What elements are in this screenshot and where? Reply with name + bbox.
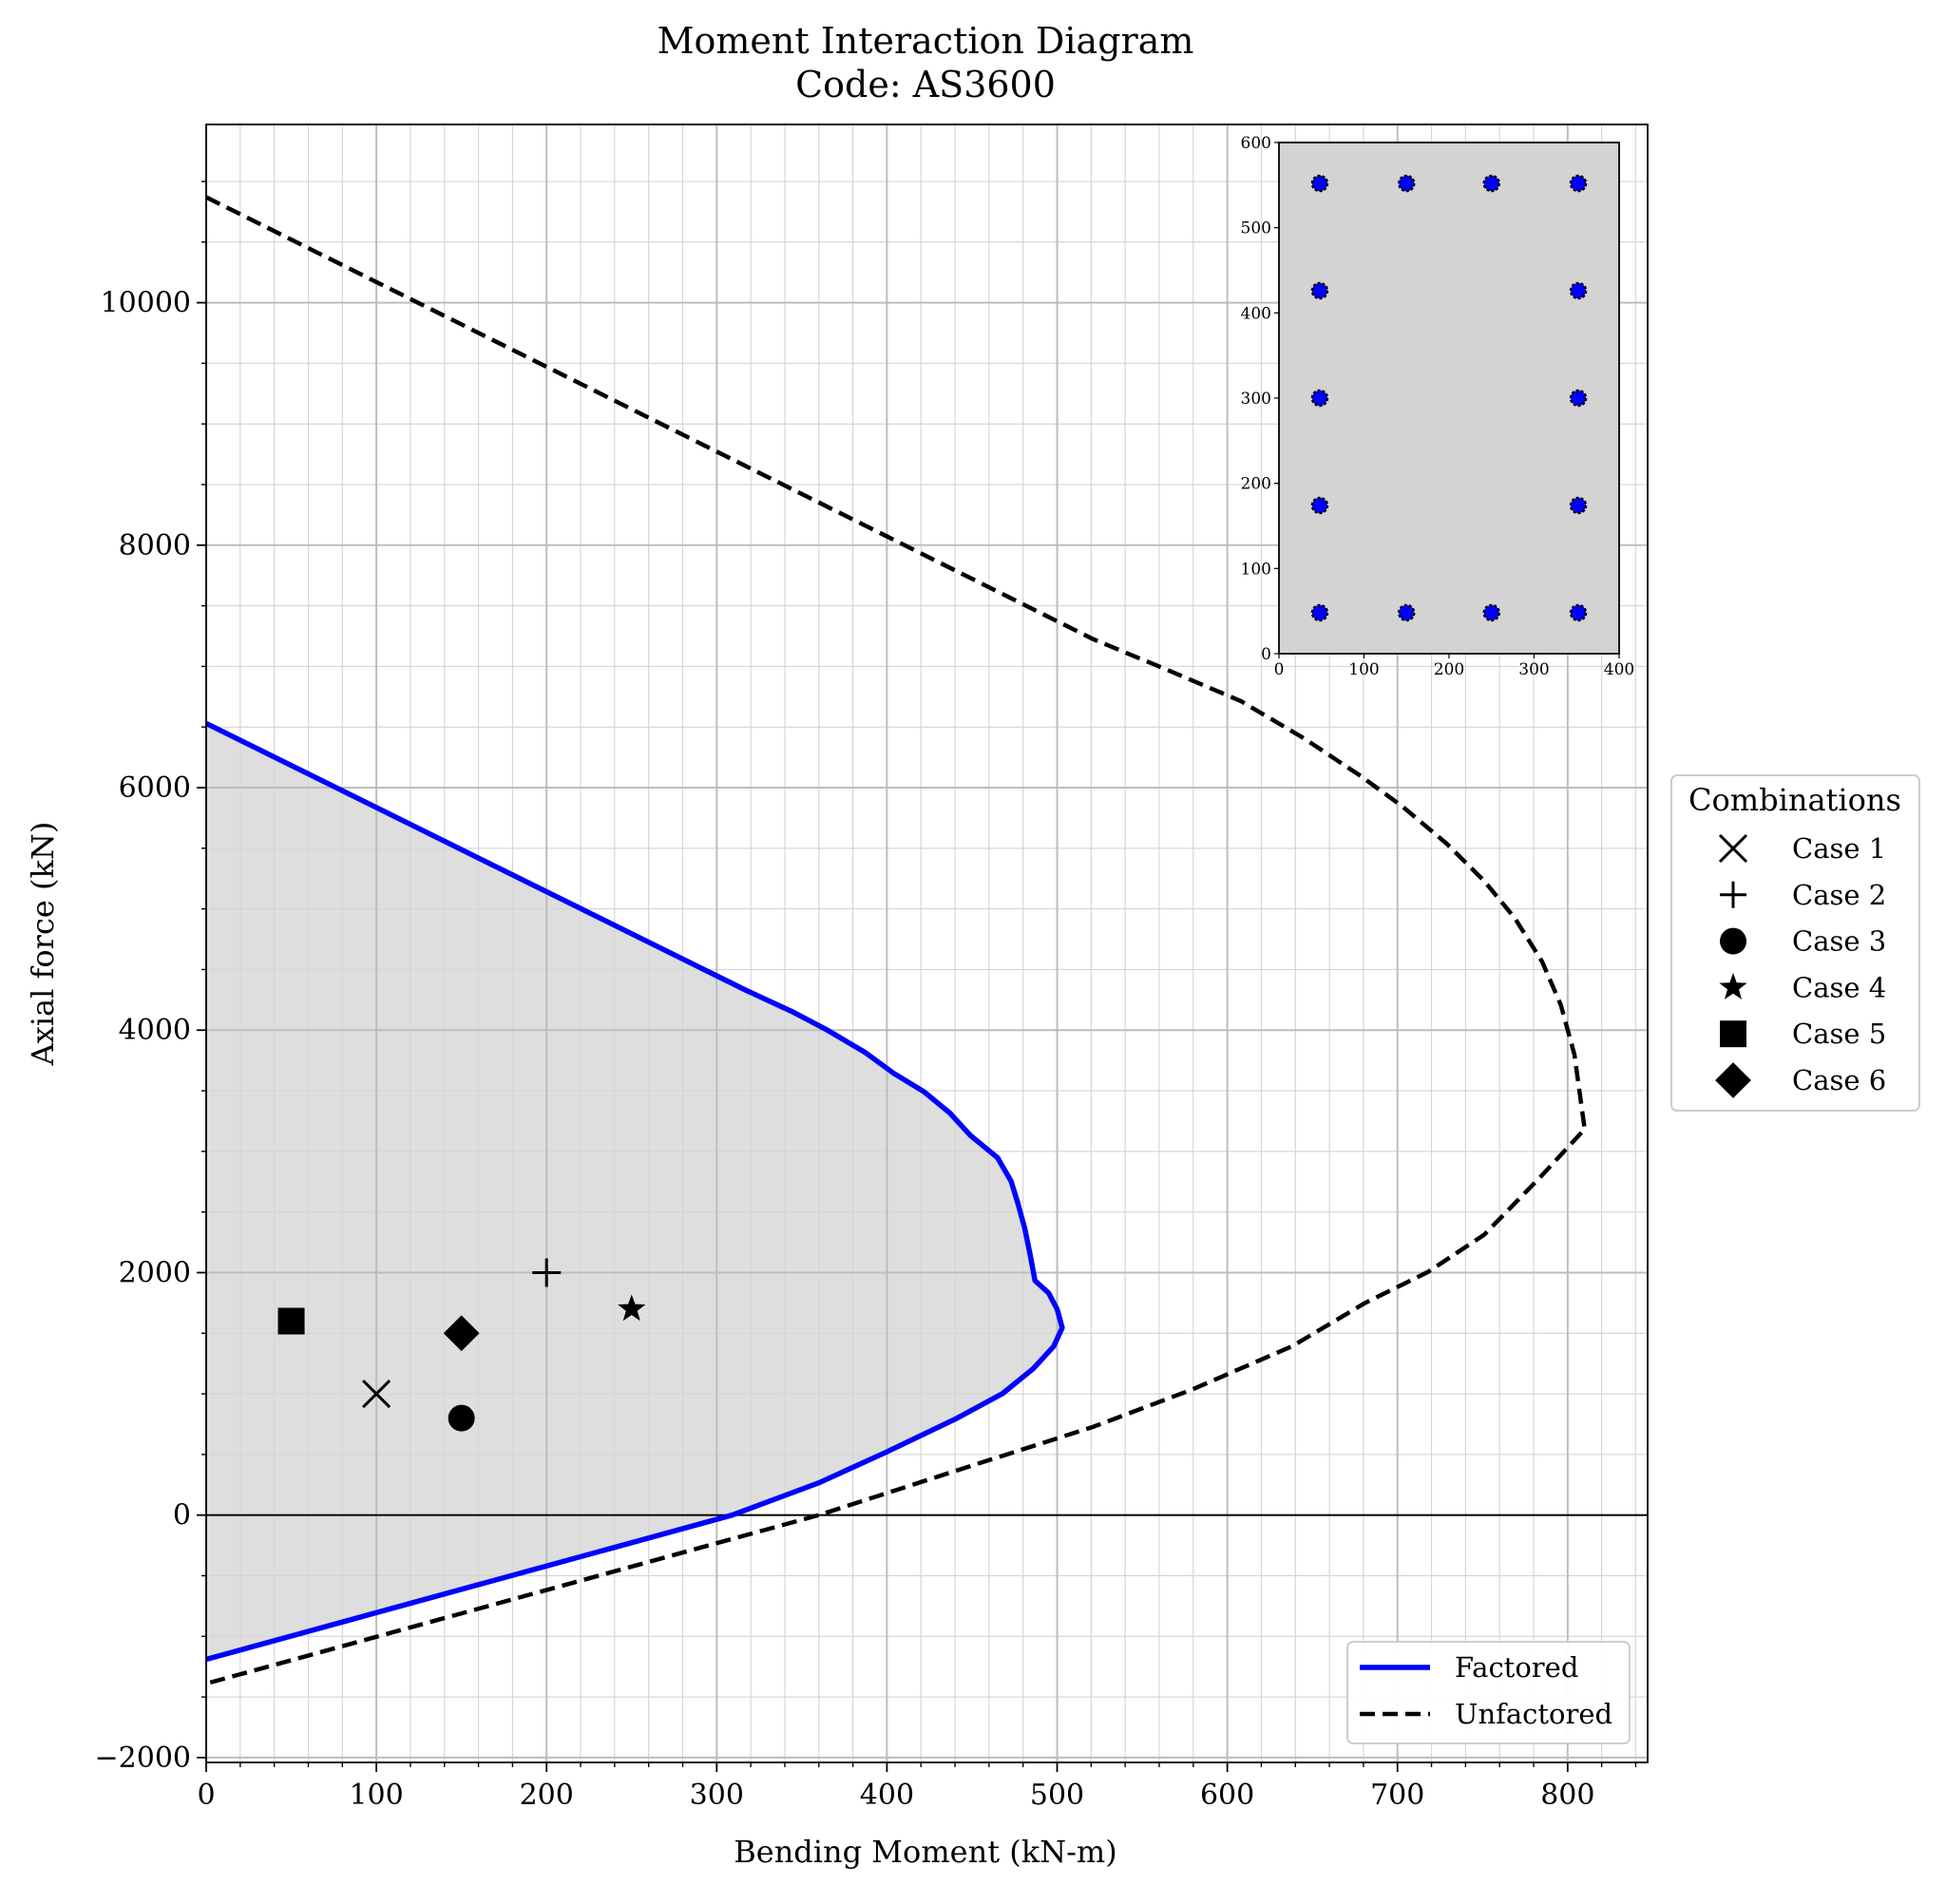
inset-section-rectangle [1278,142,1620,655]
rebar [1569,389,1588,408]
case-2-point [532,1258,562,1287]
legend-diamond-icon [1715,1062,1751,1098]
series-line-factored [204,720,1065,1663]
rebar-circle [1310,603,1329,622]
legend-x-icon [1718,833,1748,864]
case-3-point [448,1404,475,1432]
y-tick-label: 8000 [119,529,191,562]
y-tick-label: 0 [173,1499,191,1533]
chart-title: Moment Interaction Diagram [658,20,1194,62]
rebar-circle [1569,603,1588,622]
rebar-circle [1482,603,1500,622]
inset-y-tick-label: 500 [1241,219,1271,238]
inset-x-tick-label: 300 [1518,660,1549,679]
rebar-circle [1482,174,1500,193]
rebar [1310,174,1329,193]
legend-plus-icon [1720,881,1746,908]
legend-square-icon [1720,1020,1746,1048]
legend-case-label: Case 3 [1792,925,1886,958]
y-tick-label: 4000 [119,1014,191,1047]
x-tick-label: 500 [1030,1779,1084,1812]
chart-subtitle: Code: AS3600 [795,64,1056,105]
legend-case-label: Case 4 [1792,971,1886,1003]
circle-marker [448,1404,475,1432]
combinations-legend-title: Combinations [1688,782,1901,818]
inset-y-tick-label: 200 [1241,475,1271,494]
rebar-circle [1310,281,1329,300]
rebar-circle [1569,389,1588,408]
factored-capacity-fill [206,723,1062,1660]
inset-y-tick-label: 600 [1241,134,1271,153]
inset-x-tick-label: 400 [1604,660,1634,679]
rebar-circle [1310,389,1329,408]
series-line-unfactored [204,195,1587,1686]
legend-star-icon [1719,973,1747,1000]
diamond-marker [443,1315,480,1352]
plus-marker [532,1258,562,1287]
square-marker [1720,1020,1746,1048]
rebar [1569,496,1588,515]
y-axis-label: Axial force (kN) [25,822,61,1067]
rebar [1310,281,1329,300]
x-tick-label: 700 [1370,1779,1424,1812]
inset-y-tick-label: 100 [1241,560,1271,579]
rebar [1310,496,1329,515]
x-tick-label: 0 [197,1779,215,1812]
y-tick-label: 6000 [119,771,191,805]
rebar-circle [1398,174,1416,193]
legend-circle-icon [1720,927,1746,955]
legend-case-label: Case 6 [1792,1064,1886,1096]
inset-y-tick-label: 400 [1241,304,1271,323]
rebar [1310,389,1329,408]
diamond-marker [1715,1062,1751,1098]
inset-x-tick-label: 200 [1434,660,1464,679]
circle-marker [1720,927,1746,955]
x-axis-label: Bending Moment (kN-m) [734,1834,1117,1870]
rebar [1398,174,1416,193]
plot-frame [205,124,1649,1763]
rebar-circle [1398,603,1416,622]
case-4-point [618,1294,646,1322]
star-marker [618,1294,646,1322]
x-tick-label: 200 [520,1779,574,1812]
rebar-circle [1569,281,1588,300]
square-marker [277,1307,305,1335]
rebar [1310,603,1329,622]
x-marker [362,1380,391,1409]
rebar-circle [1310,174,1329,193]
rebar [1569,603,1588,622]
y-tick-label: 2000 [119,1256,191,1289]
legend-case-label: Case 2 [1792,879,1886,911]
star-marker [1719,973,1747,1000]
y-tick-label: 10000 [101,287,191,320]
inset-y-tick-label: 0 [1261,645,1271,664]
inset-x-tick-label: 0 [1274,660,1285,679]
x-tick-label: 600 [1200,1779,1254,1812]
x-tick-label: 100 [349,1779,403,1812]
rebar [1398,603,1416,622]
rebar [1482,603,1500,622]
legend-series-label: Factored [1455,1651,1578,1684]
case-1-point [362,1380,391,1409]
inset-x-tick-label: 100 [1348,660,1379,679]
x-tick-label: 300 [690,1779,744,1812]
x-tick-label: 800 [1540,1779,1594,1812]
legend-case-label: Case 5 [1792,1018,1886,1050]
legend-series-label: Unfactored [1455,1698,1612,1730]
case-6-point [443,1315,480,1352]
plus-marker [1720,881,1746,908]
x-marker [1718,833,1748,864]
rebar [1482,174,1500,193]
rebar-circle [1569,496,1588,515]
x-tick-label: 400 [860,1779,914,1812]
rebar [1569,174,1588,193]
inset-y-tick-label: 300 [1241,390,1271,409]
case-5-point [277,1307,305,1335]
legend-case-label: Case 1 [1792,832,1886,865]
rebar-circle [1310,496,1329,515]
y-tick-label: −2000 [95,1742,191,1775]
rebar-circle [1569,174,1588,193]
rebar [1569,281,1588,300]
